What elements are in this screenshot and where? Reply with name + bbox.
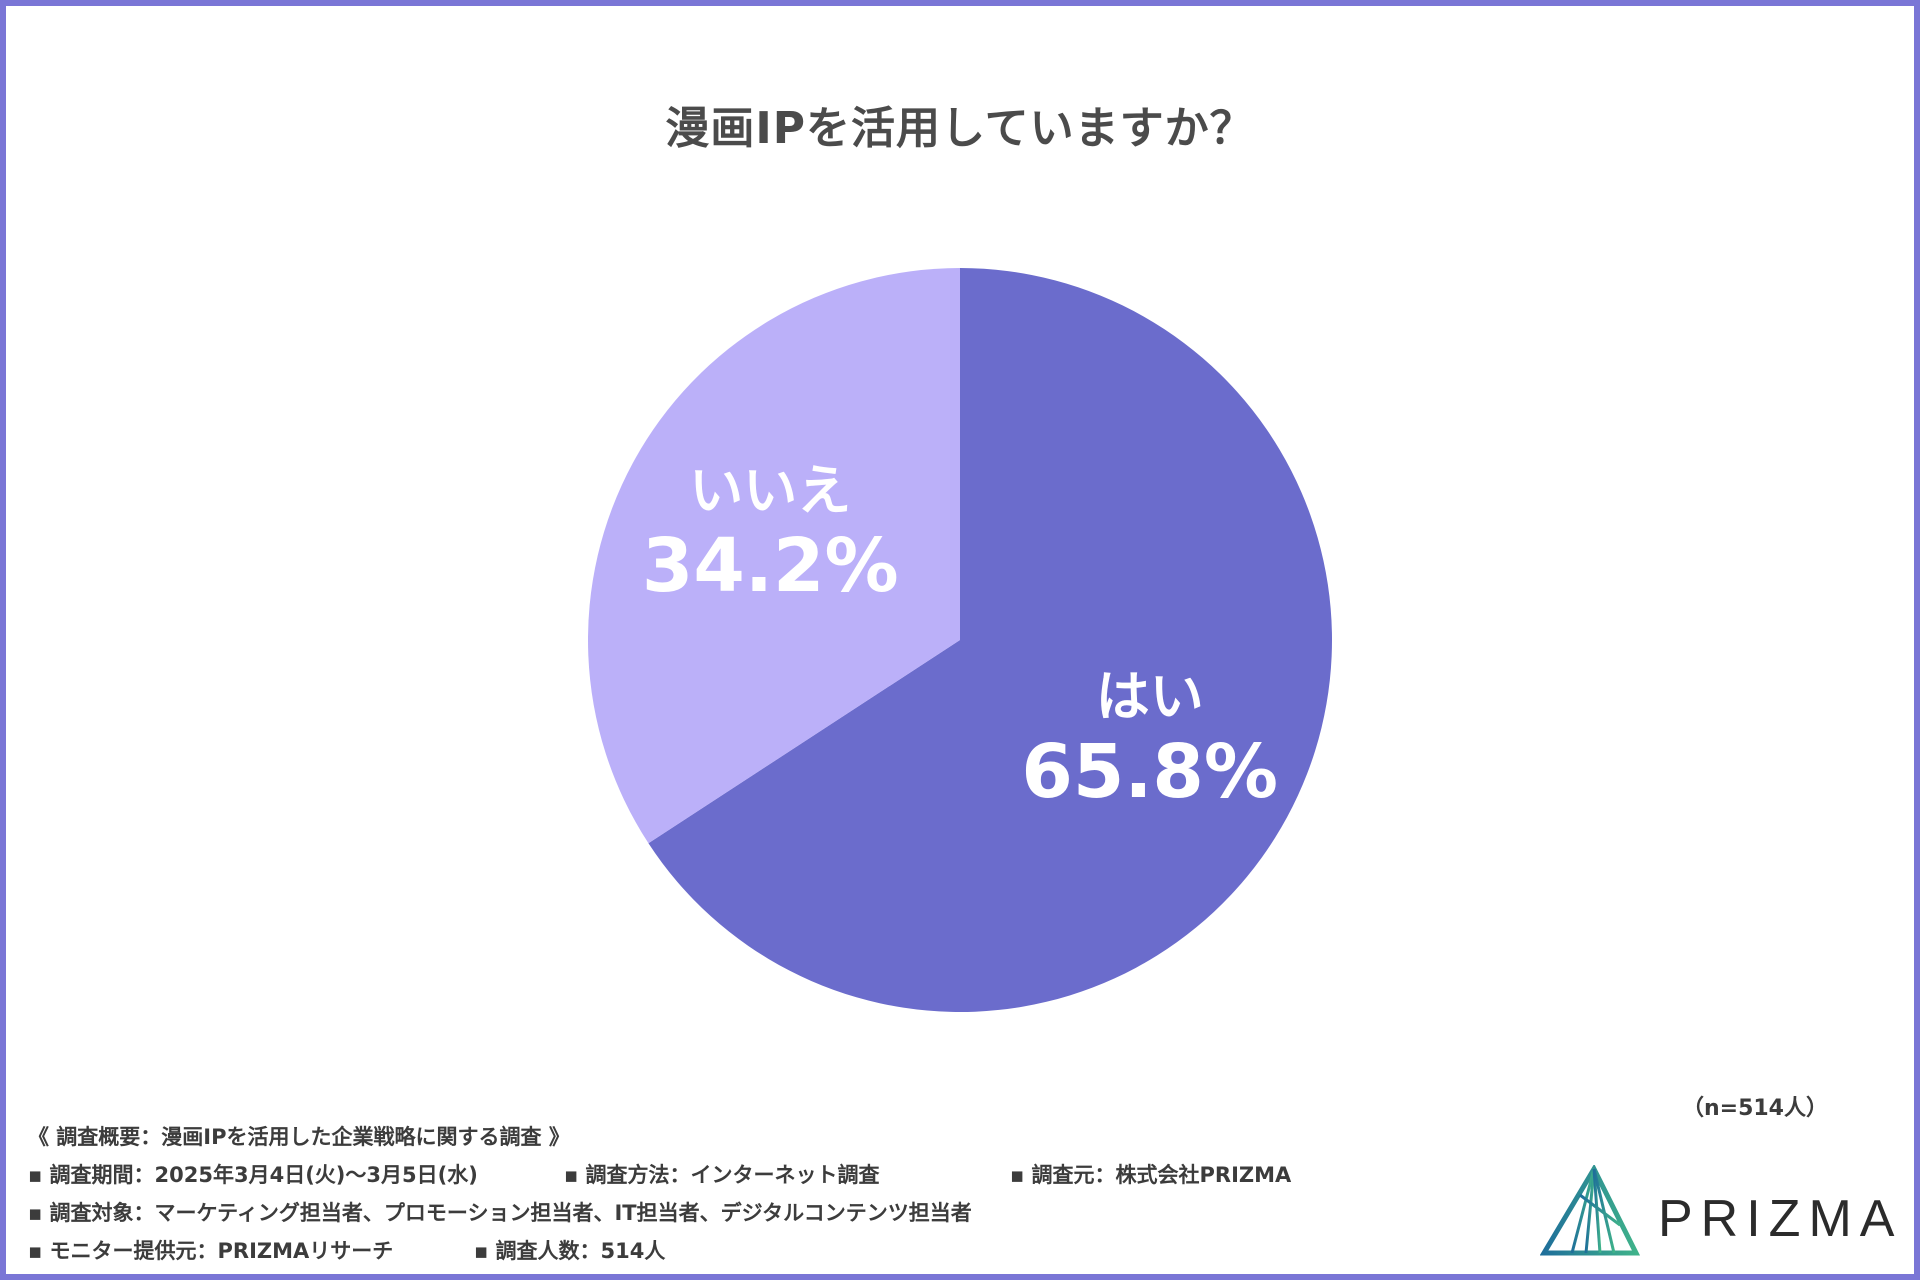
slice-value-yes: 65.8% [1021,729,1278,815]
slice-value-no: 34.2% [642,523,899,609]
survey-monitor: ▪ モニター提供元：PRIZMAリサーチ [28,1239,394,1263]
survey-row-3: ▪ モニター提供元：PRIZMAリサーチ ▪ 調査人数：514人 [28,1232,1474,1270]
survey-period: ▪ 調査期間：2025年3月4日(火)〜3月5日(水) [28,1163,478,1187]
pie-slice-yes [648,268,1332,1012]
logo-wordmark: PRIZMA [1658,1190,1903,1248]
survey-row-1: ▪ 調査期間：2025年3月4日(火)〜3月5日(水) ▪ 調査方法：インターネッ… [28,1156,1474,1194]
survey-target: ▪ 調査対象：マーケティング担当者、プロモーション担当者、IT担当者、デジタルコ… [28,1201,972,1225]
survey-source: ▪ 調査元：株式会社PRIZMA [1010,1163,1292,1187]
slice-label-no: いいえ [689,459,851,522]
chart-title: 漫画IPを活用していますか？ [665,103,1255,154]
prism-logo-icon [1539,1163,1641,1256]
slice-label-yes: はい [1096,665,1204,728]
survey-overview: 《 調査概要：漫画IPを活用した企業戦略に関する調査 》 ▪ 調査期間：2025… [28,1118,1474,1270]
prizma-logo: PRIZMA [1539,1163,1903,1257]
survey-header: 《 調査概要：漫画IPを活用した企業戦略に関する調査 》 [28,1125,570,1149]
survey-count: ▪ 調査人数：514人 [474,1239,666,1263]
survey-method: ▪ 調査方法：インターネット調査 [564,1163,880,1187]
pie-slice-no [587,268,960,844]
sample-size: （n=514人） [1681,1096,1828,1121]
